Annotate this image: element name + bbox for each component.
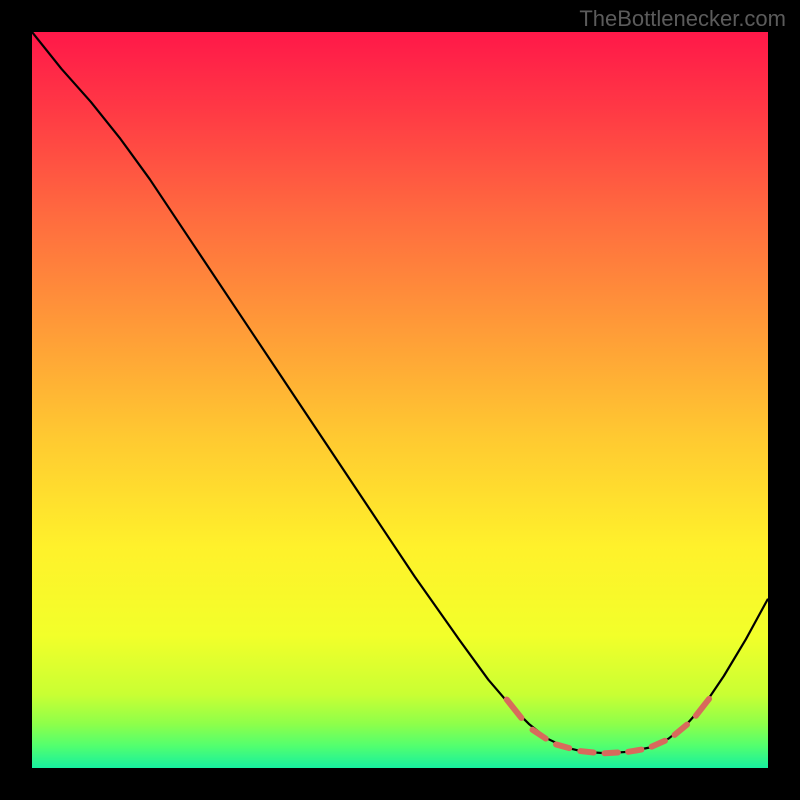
plot-area — [32, 32, 768, 768]
valley-marker — [605, 753, 618, 754]
valley-marker — [580, 751, 593, 752]
watermark-text: TheBottlenecker.com — [579, 6, 786, 32]
valley-marker — [628, 750, 641, 752]
valley-marker — [556, 744, 569, 748]
plot-background — [32, 32, 768, 768]
chart-stage: TheBottlenecker.com — [0, 0, 800, 800]
plot-svg — [32, 32, 768, 768]
